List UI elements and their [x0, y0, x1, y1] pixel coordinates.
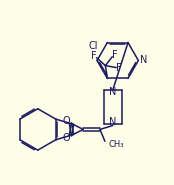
- Text: N: N: [140, 56, 147, 65]
- Text: F: F: [116, 63, 122, 73]
- Text: F: F: [112, 50, 118, 60]
- Text: N: N: [109, 87, 116, 97]
- Text: O: O: [63, 116, 70, 126]
- Text: O: O: [63, 133, 70, 143]
- Text: Cl: Cl: [88, 41, 97, 51]
- Text: CH₃: CH₃: [109, 140, 124, 149]
- Text: N: N: [109, 117, 116, 127]
- Text: F: F: [91, 51, 96, 61]
